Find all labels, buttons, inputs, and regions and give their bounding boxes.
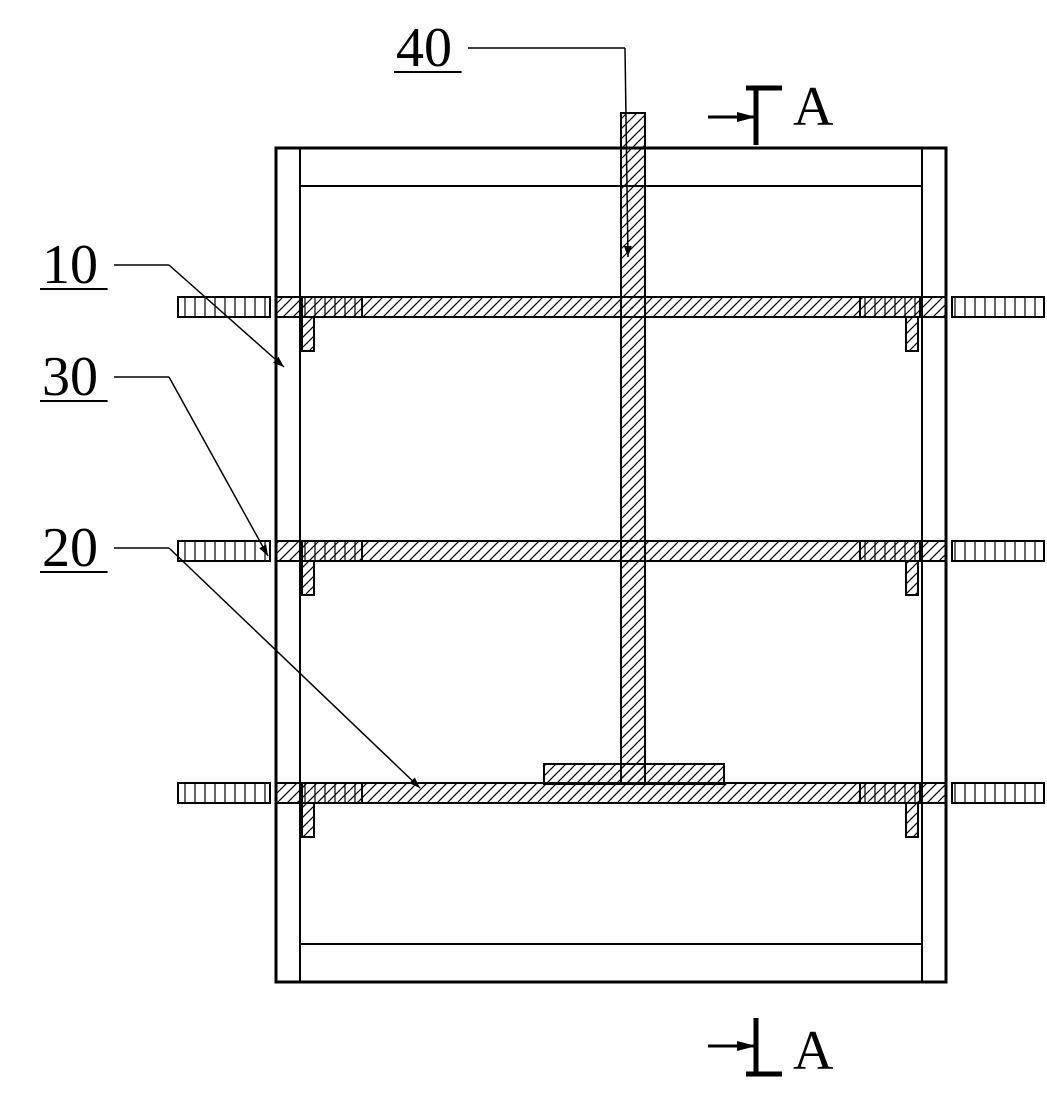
plate [276,541,946,561]
support-tab [906,317,918,351]
plate-stub-left [178,541,270,561]
label-text: 30 [42,346,98,408]
plate-stub-right [952,783,1044,803]
plate-stub-left [178,783,270,803]
support-tabs [302,317,918,837]
rod-base [544,764,724,784]
section-markers [708,87,782,1075]
central-rod [544,113,724,784]
plate-stub-right [952,541,1044,561]
support-tab [906,561,918,595]
label-text: 20 [42,517,98,579]
central-rod [621,113,645,784]
support-tab [302,561,314,595]
horizontal-plates [178,297,1044,803]
label-text: A [793,1020,834,1082]
support-tab [906,803,918,837]
label-text: 40 [396,17,452,79]
plate [276,297,946,317]
outer-box [276,148,946,982]
label-text: 10 [42,234,98,296]
diagram-root: 40 10 30 20 A A [0,0,1047,1094]
support-tab [302,803,314,837]
support-tab [302,317,314,351]
plate-stub-right [952,297,1044,317]
label-text: A [793,76,834,138]
leader-lines [114,48,628,788]
plate [276,783,946,803]
